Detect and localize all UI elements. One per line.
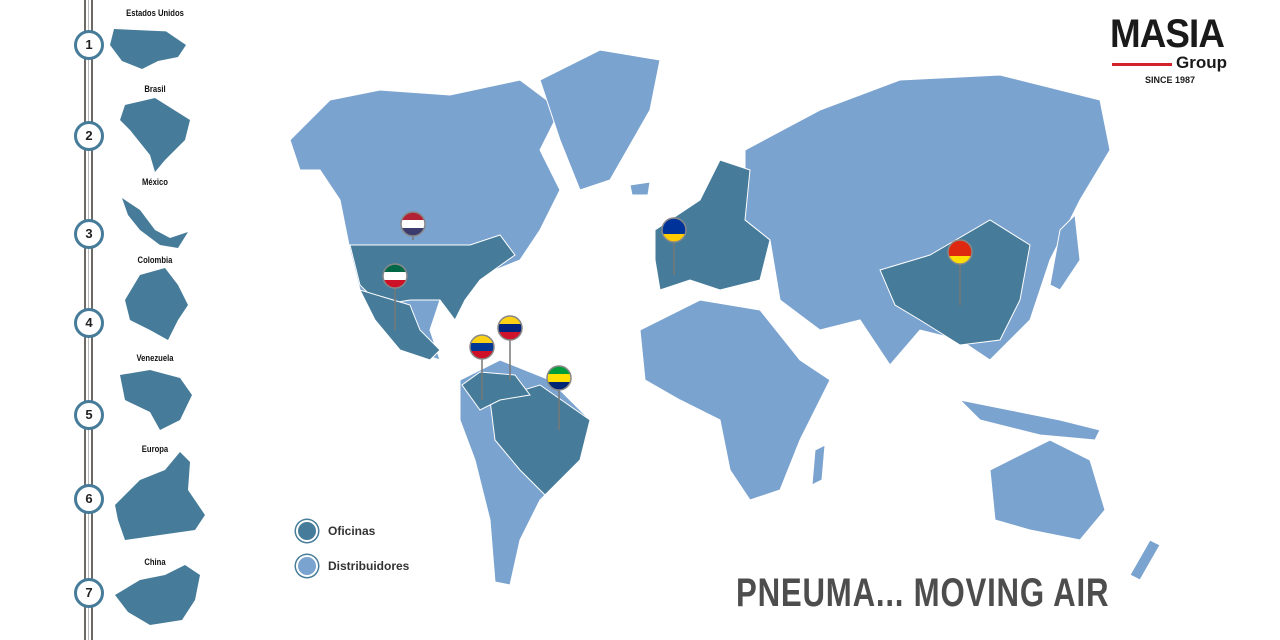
brazil-silhouette [120, 98, 190, 172]
china-pin [947, 239, 973, 305]
venezuela-pin [497, 315, 523, 380]
distributors-swatch [296, 555, 318, 577]
logo-since: SINCE 1987 [1145, 75, 1196, 85]
country-label: Colombia [137, 255, 173, 265]
eu-pin [661, 217, 687, 275]
japan [1049, 213, 1081, 291]
country-label: Brasil [144, 84, 166, 94]
china-silhouette [115, 565, 200, 625]
tagline: PNEUMA... MOVING AIR [736, 571, 1110, 615]
logo-bar [1112, 63, 1172, 66]
greenland [539, 49, 661, 191]
mexico-region [359, 289, 441, 361]
europe-silhouette [115, 452, 205, 540]
china-flag-icon [948, 240, 972, 264]
step-1: 1 [74, 30, 104, 60]
step-3: 3 [74, 219, 104, 249]
step-2: 2 [74, 121, 104, 151]
legend-distributors: Distribuidores [296, 555, 409, 577]
africa [639, 299, 831, 501]
venezuela-flag-icon [498, 316, 522, 340]
new-zealand [1129, 539, 1161, 581]
step-5: 5 [74, 400, 104, 430]
country-label: Estados Unidos [126, 8, 184, 18]
offices-swatch [296, 520, 318, 542]
colombia-flag-icon [470, 335, 494, 359]
country-label: Venezuela [136, 353, 174, 363]
brazil-region [489, 384, 591, 496]
europe-region [654, 159, 771, 291]
legend-offices: Oficinas [296, 520, 375, 542]
brazil-flag-icon [547, 366, 571, 390]
brazil-pin [546, 365, 572, 430]
step-4: 4 [74, 308, 104, 338]
country-label: China [144, 557, 166, 567]
iceland [629, 181, 651, 196]
country-label: México [142, 177, 168, 187]
madagascar [811, 444, 826, 486]
legend-distributors-label: Distribuidores [328, 559, 410, 573]
eu-flag-icon [662, 218, 686, 242]
colombia-silhouette [125, 268, 188, 340]
mexico-silhouette [122, 198, 188, 248]
logo-sub: Group [1176, 53, 1227, 72]
usa-flag-icon [401, 212, 425, 236]
colombia-venezuela-region [461, 371, 531, 411]
masia-logo: MASIA Group SINCE 1987 [1110, 12, 1250, 88]
step-6: 6 [74, 484, 104, 514]
colombia-pin [469, 334, 495, 400]
indonesia [958, 399, 1101, 441]
country-label: Europa [141, 444, 169, 454]
china-region [879, 219, 1031, 346]
mexico-pin [382, 263, 408, 330]
usa-pin [400, 211, 426, 240]
step-7: 7 [74, 578, 104, 608]
logo-name: MASIA [1110, 12, 1225, 56]
legend-offices-label: Oficinas [328, 524, 376, 538]
venezuela-silhouette [120, 370, 192, 430]
australia [989, 439, 1106, 541]
usa-silhouette [110, 29, 186, 69]
mexico-flag-icon [383, 264, 407, 288]
